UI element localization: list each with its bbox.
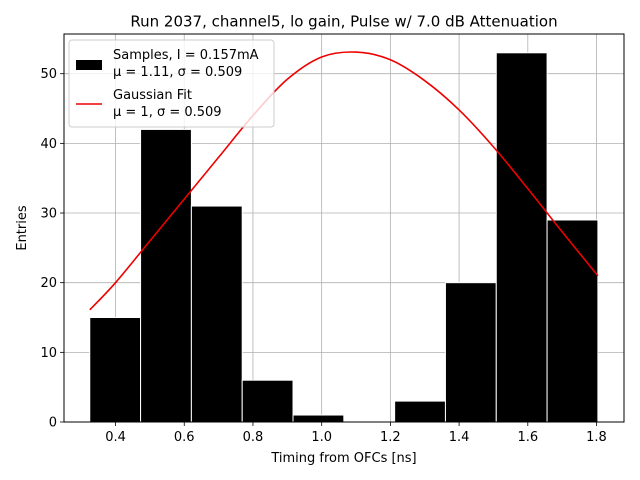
histogram-bar xyxy=(394,400,446,423)
y-tick-label: 50 xyxy=(40,67,57,82)
fit-curve-layer xyxy=(89,51,599,311)
y-tick-label: 40 xyxy=(40,137,57,152)
x-tick-label: 1.6 xyxy=(517,430,538,445)
y-tick-label: 0 xyxy=(49,416,57,431)
gaussian-fit-curve xyxy=(89,51,599,311)
y-tick-label: 30 xyxy=(40,207,57,222)
histogram-bar xyxy=(190,205,243,423)
plot-frame xyxy=(63,33,625,423)
legend-fit-label: Gaussian Fit xyxy=(113,88,192,103)
x-tick-label: 1.4 xyxy=(449,430,470,445)
histogram-bar xyxy=(89,317,142,423)
x-tick-label: 1.8 xyxy=(586,430,607,445)
legend-samples-swatch xyxy=(76,60,102,70)
histogram-bar xyxy=(292,414,345,423)
legend-samples-label: Samples, I = 0.157mA xyxy=(113,48,259,63)
y-tick-label: 20 xyxy=(40,276,57,291)
x-tick-label: 1.0 xyxy=(311,430,332,445)
legend-samples-stats: μ = 1.11, σ = 0.509 xyxy=(113,65,242,80)
x-axis-ticks: 0.4 0.6 0.8 1.0 1.2 1.4 1.6 1.8 xyxy=(105,422,607,445)
histogram-bar xyxy=(495,52,548,423)
histogram-bar xyxy=(140,128,192,423)
histogram-bar xyxy=(241,379,294,423)
x-tick-label: 0.6 xyxy=(174,430,195,445)
legend: Samples, I = 0.157mA μ = 1.11, σ = 0.509… xyxy=(68,39,275,128)
y-axis-ticks: 0 10 20 30 40 50 xyxy=(40,67,64,431)
histogram-bars xyxy=(89,52,599,423)
legend-fit-stats: μ = 1, σ = 0.509 xyxy=(113,105,222,120)
x-tick-label: 0.4 xyxy=(105,430,126,445)
y-axis-label: Entries xyxy=(15,205,30,251)
histogram-bar xyxy=(444,282,497,423)
legend-box xyxy=(68,39,275,128)
histogram-bar xyxy=(546,219,599,423)
x-axis-label: Timing from OFCs [ns] xyxy=(270,451,416,466)
x-tick-label: 0.8 xyxy=(243,430,264,445)
y-tick-label: 10 xyxy=(40,346,57,361)
x-tick-label: 1.2 xyxy=(380,430,401,445)
chart-title: Run 2037, channel5, lo gain, Pulse w/ 7.… xyxy=(130,13,557,31)
